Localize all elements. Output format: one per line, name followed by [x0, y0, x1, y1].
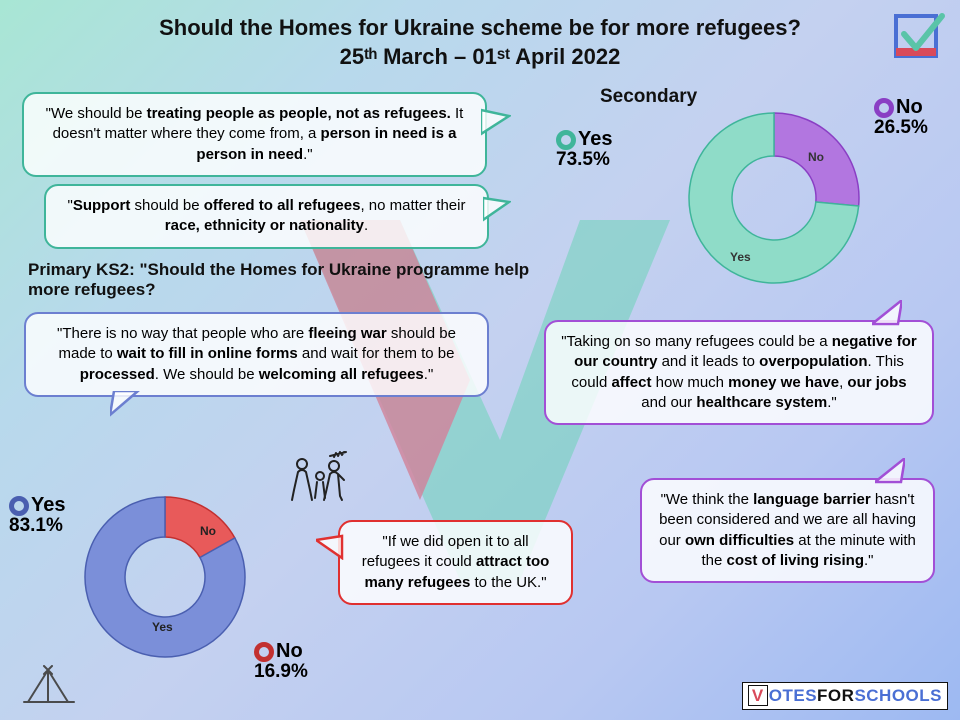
ring-icon: [254, 642, 274, 662]
quote-bubble-purple-2: "We think the language barrier hasn't be…: [640, 478, 935, 583]
tent-icon: [20, 664, 78, 706]
votesforschools-logo: VOTESFORSCHOOLS: [742, 682, 948, 710]
donut-sec-no-label: No: [808, 150, 824, 164]
legend-sec-no: No 26.5%: [874, 96, 928, 139]
ring-icon: [9, 496, 29, 516]
quote-bubble-teal-1: "We should be treating people as people,…: [22, 92, 487, 177]
quote-bubble-purple-1: "Taking on so many refugees could be a n…: [544, 320, 934, 425]
quote-bubble-teal-2: "Support should be offered to all refuge…: [44, 184, 489, 249]
legend-pri-no: No 16.9%: [254, 640, 308, 683]
family-travel-icon: [288, 450, 352, 502]
primary-ks2-heading: Primary KS2: "Should the Homes for Ukrai…: [28, 260, 548, 300]
votes-logo-icon: [890, 10, 946, 66]
quote-bubble-red-1: "If we did open it to all refugees it co…: [338, 520, 573, 605]
donut-pri-no-label: No: [200, 524, 216, 538]
secondary-heading: Secondary: [600, 86, 697, 108]
legend-sec-yes: Yes 73.5%: [556, 128, 612, 171]
donut-primary: [80, 492, 250, 667]
title-line-1: Should the Homes for Ukraine scheme be f…: [159, 15, 801, 40]
donut-sec-yes-label: Yes: [730, 250, 751, 264]
ring-icon: [556, 130, 576, 150]
quote-bubble-blue-1: "There is no way that people who are fle…: [24, 312, 489, 397]
legend-pri-yes: Yes 83.1%: [9, 494, 65, 537]
donut-secondary: [684, 108, 864, 293]
page-title: Should the Homes for Ukraine scheme be f…: [0, 14, 960, 71]
title-line-2: 25ᵗʰ March – 01ˢᵗ April 2022: [340, 44, 621, 69]
donut-pri-yes-label: Yes: [152, 620, 173, 634]
ring-icon: [874, 98, 894, 118]
